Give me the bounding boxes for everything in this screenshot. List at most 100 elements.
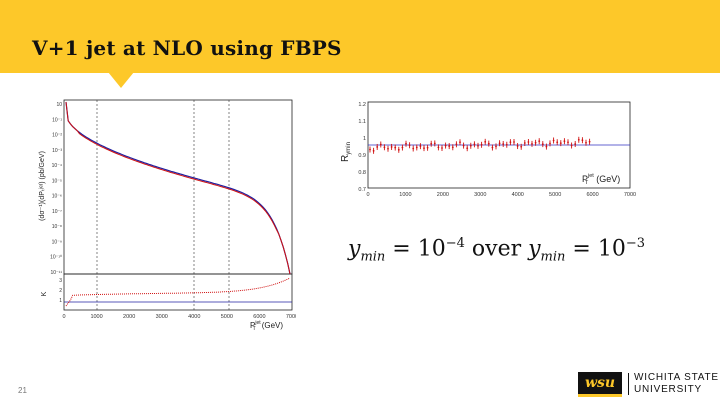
y-tick-label: 10⁻⁹ bbox=[52, 239, 62, 245]
ratio-point-marker bbox=[585, 141, 587, 144]
ratio-point-marker bbox=[451, 146, 454, 149]
ratio-point-marker bbox=[387, 147, 389, 150]
x-tick-label: 6000 bbox=[253, 314, 265, 320]
x-tick-label: 1000 bbox=[399, 192, 411, 198]
university-name: WICHITA STATE UNIVERSITY bbox=[634, 372, 719, 395]
ratio-point-marker bbox=[469, 144, 472, 147]
ratio-point-marker bbox=[405, 142, 407, 145]
slide-number: 21 bbox=[18, 386, 27, 395]
y-tick-label: 1.2 bbox=[358, 102, 366, 108]
ratio-point-marker bbox=[549, 142, 551, 145]
x-tick-label: 5000 bbox=[221, 314, 233, 320]
ratio-point-marker bbox=[444, 144, 447, 147]
ratio-point-marker bbox=[448, 145, 451, 147]
ratio-point-marker bbox=[527, 141, 530, 143]
y-tick-label: 0.9 bbox=[358, 153, 366, 159]
ratio-tick-label: 2 bbox=[59, 288, 62, 294]
left-ylabel: (dσ⁻¹)(dPₜʲᵉᵗ) (pb/GeV) bbox=[39, 151, 46, 221]
ratio-point-marker bbox=[369, 148, 371, 151]
x-tick-label: 3000 bbox=[156, 314, 168, 320]
ratio-point-marker bbox=[423, 147, 425, 150]
ratio-point-marker bbox=[516, 145, 519, 147]
y-tick-label: 0.8 bbox=[358, 170, 366, 176]
ratio-point-marker bbox=[426, 146, 429, 149]
data-curve bbox=[65, 101, 291, 275]
ratio-point-marker bbox=[437, 146, 440, 149]
y-tick-label: 10⁻³ bbox=[52, 148, 62, 154]
ratio-point-marker bbox=[556, 141, 559, 144]
ymin-formula: ymin = 10−4 over ymin = 10−3 bbox=[348, 236, 645, 265]
ratio-point-marker bbox=[581, 139, 584, 142]
theory-curve bbox=[65, 101, 291, 275]
ratio-point-marker bbox=[491, 146, 494, 149]
ratio-point-marker bbox=[459, 141, 461, 144]
ratio-point-marker bbox=[495, 145, 497, 148]
slide-title: V+1 jet at NLO using FBPS bbox=[32, 36, 342, 60]
ratio-frame bbox=[63, 273, 293, 311]
ratio-point-marker bbox=[412, 147, 415, 150]
x-tick-label: 7000 bbox=[624, 192, 636, 198]
left-xlabel: Pjet T (GeV) bbox=[250, 320, 283, 332]
ratio-point-marker bbox=[466, 147, 469, 150]
y-tick-label: 10⁻⁸ bbox=[52, 224, 62, 230]
ratio-plot: 1.2 1.1 1 0.9 0.8 0.7 0 1000 2000 3000 4000 5000 60… bbox=[340, 101, 636, 198]
ratio-point-marker bbox=[588, 140, 591, 143]
ratio-points bbox=[369, 136, 591, 154]
ratio-point-marker bbox=[376, 146, 379, 148]
y-tick-label: 10⁻⁴ bbox=[52, 163, 62, 169]
ratio-point-marker bbox=[372, 149, 375, 152]
ratio-point-marker bbox=[523, 142, 526, 144]
main-frame bbox=[63, 99, 293, 275]
y-tick-label: 10⁻¹ bbox=[52, 117, 62, 123]
ratio-point-marker bbox=[480, 143, 483, 146]
x-tick-label: 2000 bbox=[437, 192, 449, 198]
ratio-point-marker bbox=[477, 145, 479, 147]
ratio-point-marker bbox=[534, 141, 537, 144]
ratio-point-marker bbox=[383, 146, 386, 149]
ratio-point-marker bbox=[430, 142, 433, 145]
right-ylabel: Rymin bbox=[340, 142, 352, 162]
right-xlabel: Pjet T (GeV) bbox=[582, 173, 620, 186]
x-tick-label: 0 bbox=[62, 314, 65, 320]
wsu-logo: wsu WICHITA STATE UNIVERSITY bbox=[578, 369, 718, 397]
ratio-point-marker bbox=[379, 143, 382, 146]
ratio-point-marker bbox=[473, 143, 476, 146]
ratio-point-marker bbox=[394, 146, 397, 149]
y-tick-label: 10⁻⁷ bbox=[52, 209, 62, 215]
ratio-ylabel: K bbox=[41, 291, 48, 296]
y-tick-label: 10⁻¹⁰ bbox=[50, 255, 62, 261]
ratio-point-marker bbox=[484, 140, 487, 143]
x-tick-label: 1000 bbox=[90, 314, 102, 320]
y-tick-label: 10⁻¹¹ bbox=[50, 270, 62, 276]
ratio-point-marker bbox=[520, 145, 523, 148]
ratio-point-marker bbox=[552, 139, 555, 142]
y-tick-label: 10 bbox=[56, 102, 62, 108]
ratio-point-marker bbox=[577, 138, 580, 141]
ratio-point-marker bbox=[455, 143, 458, 146]
title-band bbox=[0, 0, 720, 73]
logo-divider bbox=[628, 373, 629, 395]
ratio-curve bbox=[65, 277, 291, 307]
wsu-mark-icon: wsu bbox=[578, 372, 622, 397]
y-tick-label: 10⁻² bbox=[52, 133, 62, 139]
ratio-point-marker bbox=[570, 144, 573, 147]
ratio-point-marker bbox=[498, 142, 501, 145]
y-tick-label: 10⁻⁶ bbox=[52, 194, 62, 200]
y-tick-label: 0.7 bbox=[358, 187, 366, 193]
ratio-point-marker bbox=[513, 141, 515, 143]
ratio-point-marker bbox=[541, 143, 544, 146]
ratio-point-marker bbox=[408, 144, 411, 147]
ratio-point-marker bbox=[574, 143, 577, 145]
ratio-point-marker bbox=[441, 147, 443, 149]
y-tick-label: 1 bbox=[363, 136, 366, 142]
x-tick-label: 0 bbox=[366, 192, 369, 198]
ratio-point-marker bbox=[505, 143, 508, 146]
ratio-point-marker bbox=[531, 142, 533, 145]
x-tick-label: 7000 bbox=[286, 314, 296, 320]
ratio-point-marker bbox=[401, 146, 404, 149]
spectrum-plot: 10 10⁻¹ 10⁻² 10⁻³ 10⁻⁴ 10⁻⁵ 10⁻⁶ 10⁻⁷ 10⁻⁸ 10⁻⁹ 10… bbox=[39, 99, 296, 332]
y-tick-label: 10⁻⁵ bbox=[52, 178, 62, 184]
y-tick-label: 1.1 bbox=[358, 119, 366, 125]
ratio-point-marker bbox=[390, 146, 393, 148]
